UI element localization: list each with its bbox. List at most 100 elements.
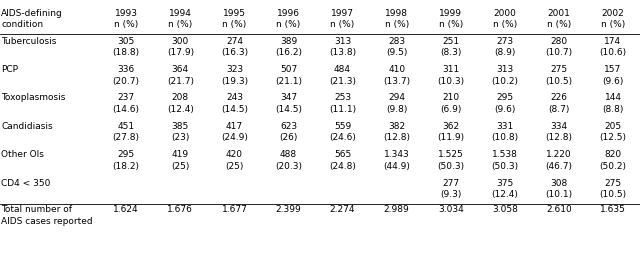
Text: 1993
n (%): 1993 n (%) xyxy=(114,9,138,29)
Text: 210: 210 xyxy=(442,93,460,102)
Text: 507: 507 xyxy=(280,65,297,74)
Text: 275: 275 xyxy=(550,65,568,74)
Text: 1994
n (%): 1994 n (%) xyxy=(168,9,193,29)
Text: (18.2): (18.2) xyxy=(113,162,140,171)
Text: 280: 280 xyxy=(550,37,568,45)
Text: (24.9): (24.9) xyxy=(221,133,248,142)
Text: 451: 451 xyxy=(118,122,135,131)
Text: (10.8): (10.8) xyxy=(492,133,518,142)
Text: (19.3): (19.3) xyxy=(221,77,248,85)
Text: 1999
n (%): 1999 n (%) xyxy=(438,9,463,29)
Text: (9.6): (9.6) xyxy=(602,77,623,85)
Text: 1998
n (%): 1998 n (%) xyxy=(385,9,409,29)
Text: 295: 295 xyxy=(118,150,135,159)
Text: 294: 294 xyxy=(388,93,405,102)
Text: (8.8): (8.8) xyxy=(602,105,623,114)
Text: (50.3): (50.3) xyxy=(492,162,518,171)
Text: 385: 385 xyxy=(172,122,189,131)
Text: 559: 559 xyxy=(334,122,351,131)
Text: 1995
n (%): 1995 n (%) xyxy=(222,9,246,29)
Text: (13.8): (13.8) xyxy=(329,48,356,57)
Text: 313: 313 xyxy=(496,65,513,74)
Text: (6.9): (6.9) xyxy=(440,105,461,114)
Text: 205: 205 xyxy=(604,122,621,131)
Text: 565: 565 xyxy=(334,150,351,159)
Text: 305: 305 xyxy=(118,37,135,45)
Text: (10.1): (10.1) xyxy=(545,190,572,199)
Text: (14.5): (14.5) xyxy=(275,105,302,114)
Text: (12.4): (12.4) xyxy=(167,105,194,114)
Text: (25): (25) xyxy=(225,162,244,171)
Text: (16.3): (16.3) xyxy=(221,48,248,57)
Text: (12.5): (12.5) xyxy=(600,133,627,142)
Text: 311: 311 xyxy=(442,65,460,74)
Text: (21.3): (21.3) xyxy=(329,77,356,85)
Text: 275: 275 xyxy=(604,179,621,188)
Text: 1.624: 1.624 xyxy=(113,205,139,214)
Text: (13.7): (13.7) xyxy=(383,77,410,85)
Text: 364: 364 xyxy=(172,65,189,74)
Text: (9.3): (9.3) xyxy=(440,190,461,199)
Text: (21.7): (21.7) xyxy=(167,77,194,85)
Text: 144: 144 xyxy=(604,93,621,102)
Text: 2001
n (%): 2001 n (%) xyxy=(547,9,571,29)
Text: 362: 362 xyxy=(442,122,460,131)
Text: (10.7): (10.7) xyxy=(545,48,572,57)
Text: 382: 382 xyxy=(388,122,405,131)
Text: (23): (23) xyxy=(171,133,189,142)
Text: (26): (26) xyxy=(279,133,298,142)
Text: 308: 308 xyxy=(550,179,568,188)
Text: Tuberculosis: Tuberculosis xyxy=(1,37,57,45)
Text: Other OIs: Other OIs xyxy=(1,150,44,159)
Text: (25): (25) xyxy=(171,162,189,171)
Text: 2.989: 2.989 xyxy=(384,205,410,214)
Text: CD4 < 350: CD4 < 350 xyxy=(1,179,51,188)
Text: 313: 313 xyxy=(334,37,351,45)
Text: 253: 253 xyxy=(334,93,351,102)
Text: (20.7): (20.7) xyxy=(113,77,140,85)
Text: (12.8): (12.8) xyxy=(545,133,572,142)
Text: 2000
n (%): 2000 n (%) xyxy=(493,9,517,29)
Text: 417: 417 xyxy=(226,122,243,131)
Text: 3.058: 3.058 xyxy=(492,205,518,214)
Text: 347: 347 xyxy=(280,93,297,102)
Text: (50.3): (50.3) xyxy=(437,162,464,171)
Text: 1.220: 1.220 xyxy=(546,150,572,159)
Text: 623: 623 xyxy=(280,122,297,131)
Text: 1.525: 1.525 xyxy=(438,150,463,159)
Text: 1.677: 1.677 xyxy=(221,205,247,214)
Text: (12.4): (12.4) xyxy=(492,190,518,199)
Text: 277: 277 xyxy=(442,179,460,188)
Text: (44.9): (44.9) xyxy=(383,162,410,171)
Text: (24.8): (24.8) xyxy=(329,162,356,171)
Text: Candidiasis: Candidiasis xyxy=(1,122,53,131)
Text: Toxoplasmosis: Toxoplasmosis xyxy=(1,93,66,102)
Text: (10.5): (10.5) xyxy=(600,190,627,199)
Text: 410: 410 xyxy=(388,65,405,74)
Text: 1996
n (%): 1996 n (%) xyxy=(276,9,301,29)
Text: (9.6): (9.6) xyxy=(494,105,515,114)
Text: (11.9): (11.9) xyxy=(437,133,464,142)
Text: 1.635: 1.635 xyxy=(600,205,626,214)
Text: 331: 331 xyxy=(496,122,513,131)
Text: (12.8): (12.8) xyxy=(383,133,410,142)
Text: 334: 334 xyxy=(550,122,568,131)
Text: 237: 237 xyxy=(118,93,135,102)
Text: 420: 420 xyxy=(226,150,243,159)
Text: 283: 283 xyxy=(388,37,405,45)
Text: 1.538: 1.538 xyxy=(492,150,518,159)
Text: 273: 273 xyxy=(496,37,513,45)
Text: (24.6): (24.6) xyxy=(329,133,356,142)
Text: (9.5): (9.5) xyxy=(386,48,407,57)
Text: (8.7): (8.7) xyxy=(548,105,570,114)
Text: 3.034: 3.034 xyxy=(438,205,463,214)
Text: 174: 174 xyxy=(604,37,621,45)
Text: 488: 488 xyxy=(280,150,297,159)
Text: (14.5): (14.5) xyxy=(221,105,248,114)
Text: 389: 389 xyxy=(280,37,297,45)
Text: 274: 274 xyxy=(226,37,243,45)
Text: 2.399: 2.399 xyxy=(276,205,301,214)
Text: 1.343: 1.343 xyxy=(384,150,410,159)
Text: AIDS-defining
condition: AIDS-defining condition xyxy=(1,9,63,29)
Text: (27.8): (27.8) xyxy=(113,133,140,142)
